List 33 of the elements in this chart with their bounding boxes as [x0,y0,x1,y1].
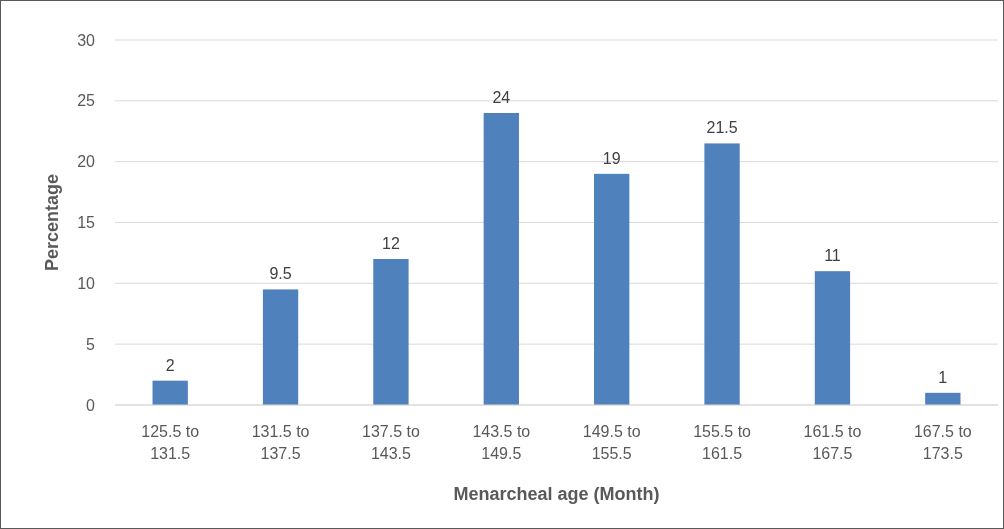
y-tick-label: 20 [77,153,96,171]
bar [373,259,409,405]
bar [704,143,740,405]
bar [594,173,630,405]
y-tick-label: 10 [77,274,96,292]
x-tick-label: 125.5 to 131.5 [141,423,200,462]
data-label: 24 [492,89,511,106]
data-label: 19 [602,149,621,167]
data-label: 11 [824,247,841,265]
y-tick-label: 30 [77,31,96,49]
x-tick-label: 131.5 to 137.5 [251,423,310,462]
x-tick-label: 167.5 to 173.5 [913,423,972,462]
data-label: 2 [165,356,175,374]
y-axis-title: Percentage [42,173,62,272]
x-tick-label: 161.5 to 167.5 [803,423,862,462]
x-tick-label: 143.5 to 149.5 [472,423,531,462]
x-tick-label: 149.5 to 155.5 [582,423,641,462]
y-tick-label: 25 [77,92,96,110]
data-label: 12 [382,235,400,252]
data-label: 1 [938,368,948,386]
y-tick-label: 15 [77,214,96,232]
bar [814,271,851,405]
bar [483,113,519,405]
y-tick-label: 0 [86,396,96,414]
x-tick-label: 155.5 to 161.5 [693,423,752,462]
y-tick-label: 5 [86,335,96,353]
bar [262,289,299,405]
x-tick-label: 137.5 to 143.5 [362,423,420,462]
bar [925,392,961,405]
data-label: 21.5 [706,119,738,137]
x-axis-title: Menarcheal age (Month) [453,484,660,504]
data-label: 9.5 [269,265,292,283]
bar [152,380,188,405]
